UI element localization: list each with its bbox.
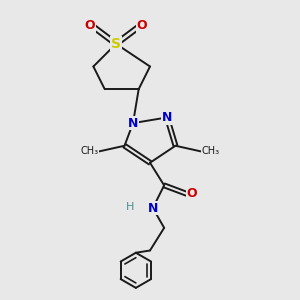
Text: O: O — [187, 187, 197, 200]
Text: S: S — [111, 37, 121, 51]
Text: N: N — [148, 202, 158, 214]
Text: O: O — [137, 19, 147, 32]
Text: O: O — [85, 19, 95, 32]
Text: CH₃: CH₃ — [202, 146, 220, 156]
Text: H: H — [126, 202, 134, 212]
Text: N: N — [162, 111, 172, 124]
Text: N: N — [128, 117, 138, 130]
Text: CH₃: CH₃ — [80, 146, 98, 156]
